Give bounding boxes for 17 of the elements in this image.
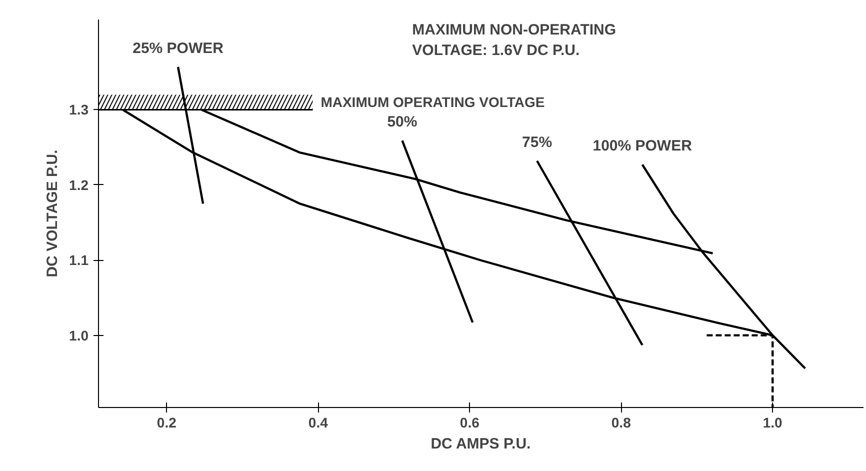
y-axis-title: DC VOLTAGE P.U. <box>44 150 62 278</box>
x-axis-title: DC AMPS P.U. <box>430 436 531 452</box>
y-tick-label: 1.3 <box>69 102 89 118</box>
y-tick-label: 1.0 <box>69 327 89 344</box>
series-label: 50% <box>387 114 418 131</box>
x-tick-label: 0.6 <box>460 414 480 430</box>
band-label: MAXIMUM OPERATING VOLTAGE <box>320 94 545 110</box>
annotation: MAXIMUM NON-OPERATING VOLTAGE: 1.6V DC P.U. <box>412 22 616 59</box>
x-tick-label: 1.0 <box>762 414 783 430</box>
x-tick-label: 0.2 <box>156 414 177 430</box>
x-tick-label: 0.8 <box>611 414 632 430</box>
x-tick-label: 0.4 <box>308 414 328 430</box>
y-tick-label: 1.1 <box>69 252 89 268</box>
y-tick-label: 1.2 <box>69 176 89 193</box>
series-label: 75% <box>522 134 552 151</box>
series-label: 25% POWER <box>132 40 224 57</box>
series-label: 100% POWER <box>592 138 692 155</box>
